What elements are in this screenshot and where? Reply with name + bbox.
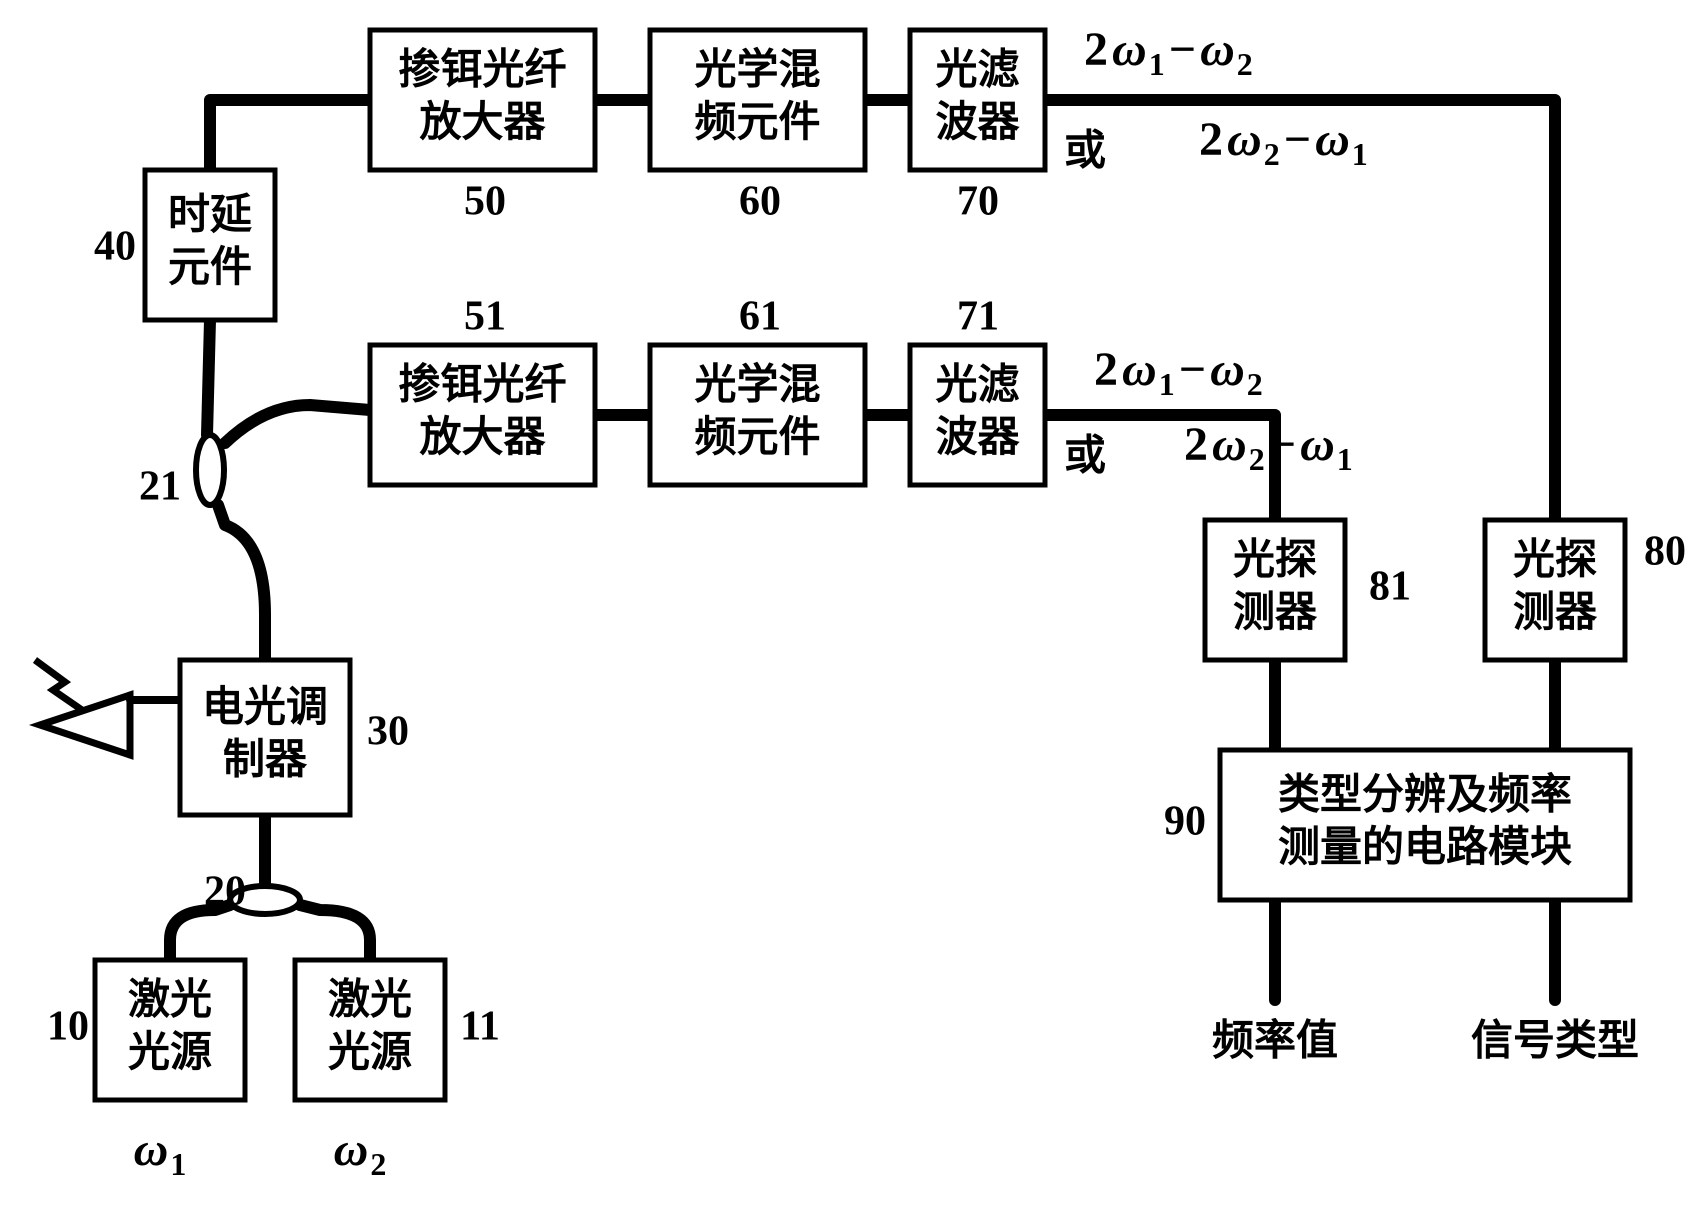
id-label-90: 90 bbox=[1164, 799, 1206, 845]
id-label-81: 81 bbox=[1369, 564, 1411, 610]
connection-line bbox=[300, 905, 370, 960]
antenna-icon bbox=[35, 660, 130, 755]
block-filter2: 光滤波器 bbox=[910, 345, 1045, 485]
block-mixer2-label-line0: 光学混 bbox=[694, 361, 820, 408]
block-eom-label-line0: 电光调 bbox=[202, 684, 328, 731]
block-eom: 电光调制器 bbox=[180, 660, 350, 815]
block-edfa2-label-line1: 放大器 bbox=[419, 414, 546, 461]
id-label-30: 30 bbox=[367, 709, 409, 755]
id-label-61: 61 bbox=[739, 294, 781, 340]
block-filter2-label-line0: 光滤 bbox=[935, 361, 1019, 408]
block-det1: 光探测器 bbox=[1485, 520, 1625, 660]
formula-top-2: 2ω2−ω1 bbox=[1199, 113, 1368, 172]
block-laser2-label-line1: 光源 bbox=[328, 1029, 412, 1076]
block-det2-label-line0: 光探 bbox=[1233, 536, 1317, 583]
id-label-40: 40 bbox=[94, 224, 136, 270]
block-laser1: 激光光源 bbox=[95, 960, 245, 1100]
block-filter1-label-line0: 光滤 bbox=[935, 46, 1019, 93]
block-laser2-label-line0: 激光 bbox=[328, 976, 412, 1023]
block-mixer2: 光学混频元件 bbox=[650, 345, 865, 485]
omega-label-w2: ω2 bbox=[334, 1123, 387, 1182]
formula-top-1: 2ω1−ω2 bbox=[1084, 23, 1253, 82]
block-filter1-label-line1: 波器 bbox=[935, 99, 1020, 146]
block-laser1-label-line1: 光源 bbox=[128, 1029, 212, 1076]
block-delay-label-line1: 元件 bbox=[168, 244, 252, 291]
output-label-type: 信号类型 bbox=[1471, 1018, 1639, 1065]
block-edfa2: 掺铒光纤放大器 bbox=[370, 345, 595, 485]
block-delay: 时延元件 bbox=[145, 170, 275, 320]
block-eom-label-line1: 制器 bbox=[223, 736, 308, 783]
connection-line bbox=[207, 320, 210, 435]
block-circuit-label-line1: 测量的电路模块 bbox=[1278, 824, 1572, 871]
block-laser2: 激光光源 bbox=[295, 960, 445, 1100]
id-label-51: 51 bbox=[464, 294, 506, 340]
block-det2: 光探测器 bbox=[1205, 520, 1345, 660]
block-det2-label-line1: 测器 bbox=[1233, 589, 1318, 636]
output-label-freq: 频率值 bbox=[1212, 1018, 1338, 1065]
formula-bot-2: 2ω2−ω1 bbox=[1184, 418, 1353, 477]
block-det1-label-line1: 测器 bbox=[1513, 589, 1598, 636]
block-circuit: 类型分辨及频率测量的电路模块 bbox=[1220, 750, 1630, 900]
id-label-70: 70 bbox=[957, 179, 999, 225]
connection-line bbox=[218, 505, 265, 660]
block-delay-label-line0: 时延 bbox=[168, 191, 252, 238]
id-label-21: 21 bbox=[139, 464, 181, 510]
block-edfa1-label-line1: 放大器 bbox=[419, 99, 546, 146]
id-label-60: 60 bbox=[739, 179, 781, 225]
block-mixer1-label-line0: 光学混 bbox=[694, 46, 820, 93]
block-filter1: 光滤波器 bbox=[910, 30, 1045, 170]
id-label-20: 20 bbox=[204, 869, 246, 915]
id-label-50: 50 bbox=[464, 179, 506, 225]
coupler-c21 bbox=[196, 435, 224, 505]
block-mixer1: 光学混频元件 bbox=[650, 30, 865, 170]
connection-line bbox=[225, 405, 370, 443]
block-det1-label-line0: 光探 bbox=[1513, 536, 1597, 583]
id-label-10: 10 bbox=[47, 1004, 89, 1050]
block-filter2-label-line1: 波器 bbox=[935, 414, 1020, 461]
block-mixer1-label-line1: 频元件 bbox=[694, 99, 820, 146]
id-label-11: 11 bbox=[460, 1004, 500, 1050]
block-edfa1: 掺铒光纤放大器 bbox=[370, 30, 595, 170]
omega-label-w1: ω1 bbox=[134, 1123, 187, 1182]
block-laser1-label-line0: 激光 bbox=[128, 976, 212, 1023]
block-edfa2-label-line0: 掺铒光纤 bbox=[398, 361, 566, 408]
id-label-80: 80 bbox=[1644, 529, 1686, 575]
block-edfa1-label-line0: 掺铒光纤 bbox=[398, 46, 566, 93]
id-label-71: 71 bbox=[957, 294, 999, 340]
block-circuit-label-line0: 类型分辨及频率 bbox=[1278, 771, 1572, 818]
formula-bot-1: 2ω1−ω2 bbox=[1094, 343, 1263, 402]
formula-top-or: 或 bbox=[1064, 128, 1106, 175]
block-mixer2-label-line1: 频元件 bbox=[694, 414, 820, 461]
formula-bot-or: 或 bbox=[1064, 433, 1106, 480]
connection-line bbox=[210, 100, 370, 170]
